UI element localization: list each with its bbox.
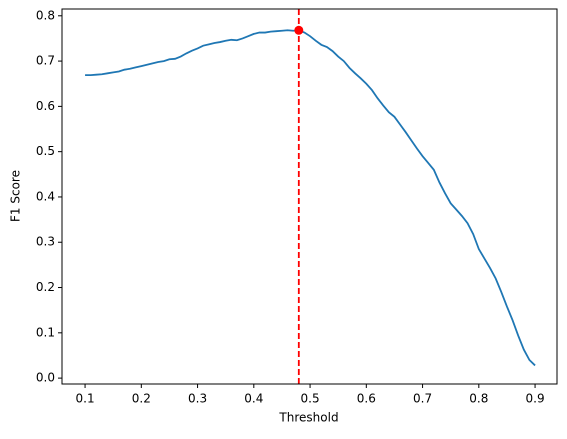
y-tick-label: 0.8 (36, 8, 55, 22)
x-tick-label: 0.8 (469, 392, 488, 406)
x-tick-label: 0.2 (132, 392, 151, 406)
y-tick-label: 0.7 (36, 54, 55, 68)
best-point (294, 25, 304, 35)
x-tick-label: 0.4 (244, 392, 263, 406)
x-tick-label: 0.6 (357, 392, 376, 406)
x-axis-label: Threshold (278, 411, 338, 425)
plot-frame (61, 8, 558, 385)
y-tick-label: 0.4 (36, 189, 55, 203)
line-series (85, 29, 536, 367)
x-tick-label: 0.5 (301, 392, 320, 406)
y-tick-label: 0.5 (36, 144, 55, 158)
y-tick-label: 0.2 (36, 280, 55, 294)
x-tick-label: 0.1 (76, 392, 95, 406)
y-tick-label: 0.3 (36, 235, 55, 249)
y-tick-label: 0.1 (36, 325, 55, 339)
y-tick-label: 0.6 (36, 99, 55, 113)
x-tick-label: 0.3 (188, 392, 207, 406)
x-tick-label: 0.9 (526, 392, 545, 406)
y-tick-label: 0.0 (36, 371, 55, 385)
y-axis-label: F1 Score (9, 170, 23, 222)
x-tick-label: 0.7 (413, 392, 432, 406)
